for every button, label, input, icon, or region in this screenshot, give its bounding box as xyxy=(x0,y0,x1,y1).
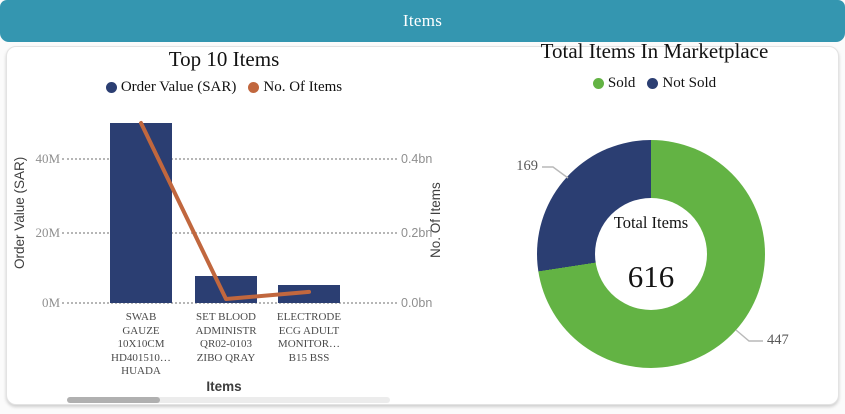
bar-set-blood[interactable] xyxy=(195,276,257,303)
horizontal-scrollbar-thumb[interactable] xyxy=(67,397,160,403)
category-label-electrode-ecg: ELECTRODE ECG ADULT MONITOR… B15 BSS xyxy=(276,311,342,364)
donut-chart-title: Total Items In Marketplace xyxy=(540,39,769,63)
legend-label-not-sold: Not Sold xyxy=(662,75,717,91)
donut-hole xyxy=(595,198,707,310)
horizontal-scrollbar-track[interactable] xyxy=(67,397,390,403)
legend-label-order-value: Order Value (SAR) xyxy=(120,79,237,95)
bar-chart-title: Top 10 Items xyxy=(168,47,280,71)
right-y-axis-title: No. Of Items xyxy=(428,182,443,259)
left-axis-tick-20m: 20M xyxy=(35,225,60,240)
category-label-swab-gauze: SWAB GAUZE 10X10CM HD401510… HUADA xyxy=(111,311,171,377)
bar-swab-gauze[interactable] xyxy=(110,123,172,303)
category-label-set-blood: SET BLOOD ADMINISTR QR02-0103 ZIBO QRAY xyxy=(195,311,257,364)
page-header: Items xyxy=(0,0,845,42)
not-sold-value-label: 169 xyxy=(516,158,538,174)
donut-center-label: Total Items xyxy=(613,213,689,232)
no-of-items-legend-dot-icon xyxy=(248,82,260,93)
sold-value-label: 447 xyxy=(767,332,789,348)
sold-legend-dot-icon xyxy=(592,78,604,89)
donut-total-value: 616 xyxy=(627,259,675,294)
not-sold-legend-dot-icon xyxy=(647,78,659,89)
order-value-legend-dot-icon xyxy=(105,82,117,93)
legend-label-no-of-items: No. Of Items xyxy=(263,79,343,95)
donut-chart-legend: Sold Not Sold xyxy=(487,75,822,92)
left-axis-tick-0m: 0M xyxy=(41,295,60,310)
bar-electrode-ecg[interactable] xyxy=(278,285,340,303)
x-axis-title: Items xyxy=(206,379,242,394)
page-title: Items xyxy=(402,11,443,30)
legend-item-not-sold[interactable]: Not Sold xyxy=(647,75,716,92)
legend-item-sold[interactable]: Sold xyxy=(592,75,636,92)
donut-chart[interactable] xyxy=(537,140,765,368)
bar-chart-legend: Order Value (SAR) No. Of Items xyxy=(57,79,391,96)
left-axis-tick-40m: 40M xyxy=(35,151,60,166)
legend-item-order-value[interactable]: Order Value (SAR) xyxy=(105,79,237,96)
gridline-0m xyxy=(62,302,397,304)
right-axis-tick-04bn: 0.4bn xyxy=(401,152,433,166)
right-axis-tick-02bn: 0.2bn xyxy=(401,226,433,240)
legend-label-sold: Sold xyxy=(607,75,636,91)
right-axis-tick-00bn: 0.0bn xyxy=(401,296,433,310)
legend-item-no-of-items[interactable]: No. Of Items xyxy=(248,79,342,96)
